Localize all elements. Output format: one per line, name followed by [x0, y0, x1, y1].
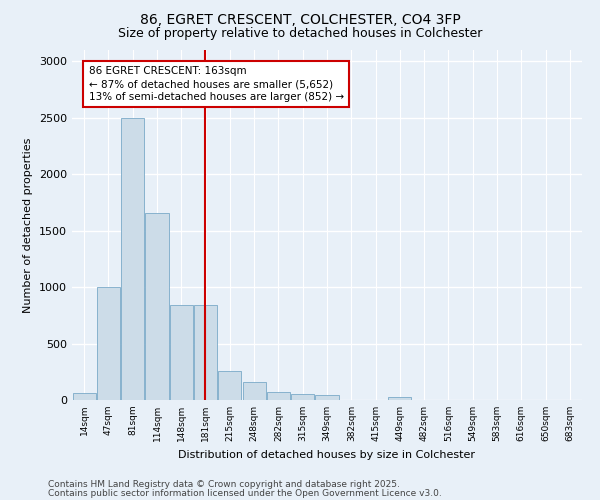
Bar	[145, 212, 169, 400]
Text: Size of property relative to detached houses in Colchester: Size of property relative to detached ho…	[118, 28, 482, 40]
Bar	[316, 396, 338, 400]
Bar	[194, 305, 217, 400]
Text: 86, EGRET CRESCENT, COLCHESTER, CO4 3FP: 86, EGRET CRESCENT, COLCHESTER, CO4 3FP	[140, 12, 460, 26]
Bar	[267, 392, 290, 400]
Bar	[170, 305, 193, 400]
Text: 86 EGRET CRESCENT: 163sqm
← 87% of detached houses are smaller (5,652)
13% of se: 86 EGRET CRESCENT: 163sqm ← 87% of detac…	[89, 66, 344, 102]
Text: Contains public sector information licensed under the Open Government Licence v3: Contains public sector information licen…	[48, 489, 442, 498]
Bar	[73, 393, 95, 400]
Bar	[388, 396, 412, 400]
Bar	[121, 118, 144, 400]
X-axis label: Distribution of detached houses by size in Colchester: Distribution of detached houses by size …	[179, 450, 476, 460]
Bar	[97, 287, 120, 400]
Bar	[218, 370, 241, 400]
Bar	[242, 382, 266, 400]
Bar	[291, 394, 314, 400]
Text: Contains HM Land Registry data © Crown copyright and database right 2025.: Contains HM Land Registry data © Crown c…	[48, 480, 400, 489]
Y-axis label: Number of detached properties: Number of detached properties	[23, 138, 34, 312]
